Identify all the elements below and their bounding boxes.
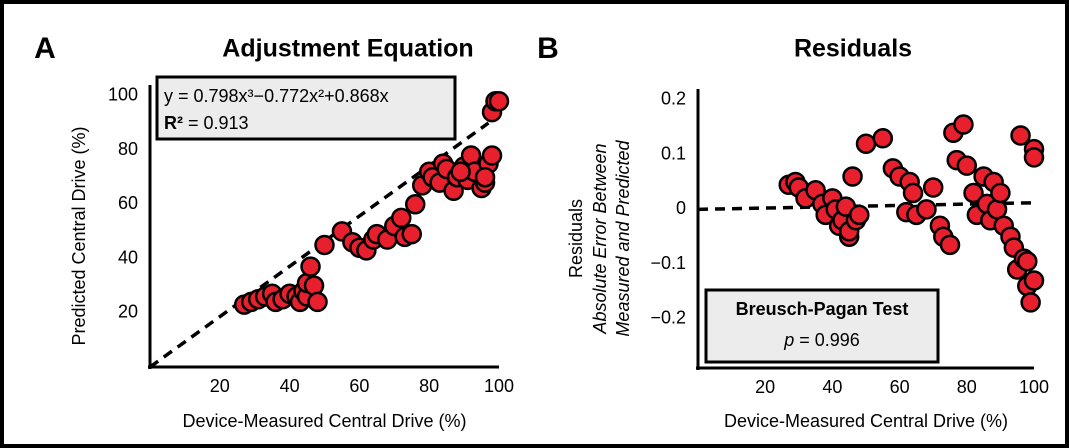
point xyxy=(1017,251,1038,272)
point xyxy=(450,161,471,183)
x-tick-label: 40 xyxy=(280,376,300,396)
x-tick-label: 100 xyxy=(1019,377,1049,397)
point xyxy=(474,166,496,188)
p-value: p = 0.996 xyxy=(783,330,860,350)
point xyxy=(391,207,412,229)
point xyxy=(404,194,426,215)
y-axis-label: Residuals xyxy=(566,199,586,278)
point xyxy=(460,145,482,166)
point xyxy=(1020,292,1041,313)
panel-label: A xyxy=(34,32,56,65)
point xyxy=(842,166,863,187)
x-tick-label: 80 xyxy=(419,376,439,396)
y-tick-label: 0.1 xyxy=(661,143,686,163)
equation-box xyxy=(155,75,457,141)
y-tick-label: −0.2 xyxy=(650,308,686,328)
point xyxy=(488,91,510,112)
equation: y = 0.798x³−0.772x²+0.868x xyxy=(164,86,389,106)
r-squared: R² = 0.913 xyxy=(164,113,249,133)
x-tick-label: 60 xyxy=(890,377,910,397)
y-tick-label: 20 xyxy=(118,302,138,322)
point xyxy=(303,275,325,296)
x-tick-label: 20 xyxy=(755,377,775,397)
p-symbol: p xyxy=(783,330,794,350)
point xyxy=(953,114,974,135)
x-tick-label: 80 xyxy=(957,377,977,397)
r-squared-value: = 0.913 xyxy=(188,113,249,133)
y-tick-label: 60 xyxy=(118,193,138,213)
p-number: = 0.996 xyxy=(799,330,860,350)
point xyxy=(916,199,937,220)
panel-label: B xyxy=(537,32,559,65)
point xyxy=(401,223,422,245)
x-tick-label: 60 xyxy=(349,376,369,396)
x-axis-label: Device-Measured Central Drive (%) xyxy=(182,411,466,431)
test-name: Breusch-Pagan Test xyxy=(736,299,909,319)
x-tick-label: 40 xyxy=(822,377,842,397)
point xyxy=(849,204,870,226)
point xyxy=(872,127,894,149)
chart-title: Adjustment Equation xyxy=(222,35,473,63)
point xyxy=(990,182,1011,204)
y-tick-label: −0.1 xyxy=(650,253,686,273)
point xyxy=(1023,147,1045,168)
y-axis-label: Absolute Error Between xyxy=(590,143,610,334)
chart-title: Residuals xyxy=(794,35,912,63)
point xyxy=(855,133,877,154)
point xyxy=(481,145,503,166)
point xyxy=(300,256,321,277)
test-box xyxy=(704,288,940,364)
x-tick-label: 100 xyxy=(484,376,514,396)
y-tick-label: 40 xyxy=(118,247,138,267)
point xyxy=(963,182,984,204)
point xyxy=(307,291,328,313)
point xyxy=(922,177,944,198)
x-tick-label: 20 xyxy=(210,376,230,396)
y-axis-label: Predicted Central Drive (%) xyxy=(69,126,89,345)
y-tick-label: 80 xyxy=(118,139,138,159)
point xyxy=(1023,270,1045,291)
point xyxy=(314,234,335,256)
point xyxy=(902,182,924,204)
point xyxy=(1010,125,1031,146)
x-axis-label: Device-Measured Central Drive (%) xyxy=(724,411,1008,431)
y-tick-label: 100 xyxy=(108,85,138,105)
y-tick-label: 0.2 xyxy=(661,89,686,109)
point xyxy=(939,234,961,256)
point xyxy=(956,155,978,176)
r-squared-symbol: R² xyxy=(164,113,183,133)
y-axis-label: Measured and Predicted xyxy=(613,139,633,336)
y-tick-label: 0 xyxy=(676,198,686,218)
